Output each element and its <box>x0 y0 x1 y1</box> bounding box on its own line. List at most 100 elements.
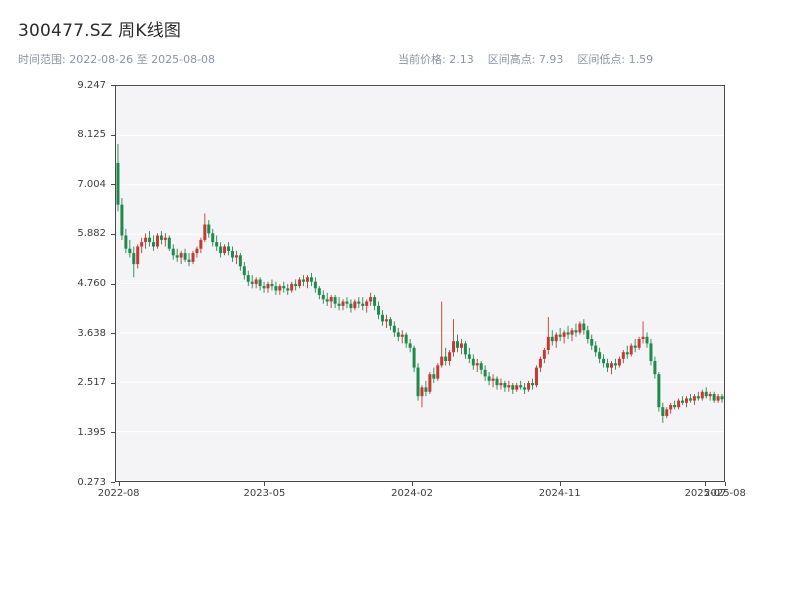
candle <box>613 358 617 370</box>
candle <box>574 323 578 337</box>
candle <box>649 339 653 366</box>
x-tick-mark <box>705 482 707 486</box>
candle <box>511 383 515 394</box>
candle <box>582 319 586 335</box>
candle <box>290 281 294 293</box>
candle <box>321 290 325 304</box>
candle <box>349 299 353 313</box>
candle <box>645 332 649 348</box>
y-tick-label: 8.125 <box>77 129 106 141</box>
candle <box>203 213 207 243</box>
candle <box>246 270 250 287</box>
candle <box>148 231 152 247</box>
candle <box>357 297 361 309</box>
y-tick-mark <box>111 432 115 434</box>
candle <box>625 345 629 359</box>
candle <box>159 231 163 245</box>
x-tick-mark <box>559 482 561 486</box>
candle <box>167 235 171 251</box>
candle <box>712 391 716 403</box>
candle <box>211 228 215 247</box>
candle <box>396 328 400 342</box>
y-tick-mark <box>111 382 115 384</box>
x-tick-label: 2025-07 <box>684 488 727 499</box>
candle <box>681 396 685 405</box>
candle <box>286 283 290 295</box>
candle <box>467 347 471 364</box>
candle <box>254 277 258 289</box>
x-tick-mark <box>264 482 266 486</box>
range-low-label: 区间低点: 1.59 <box>577 53 654 66</box>
candle <box>171 244 175 260</box>
candle <box>527 380 531 392</box>
candle <box>369 292 373 306</box>
candle <box>392 321 396 337</box>
candle <box>444 347 448 366</box>
candle <box>523 383 527 394</box>
candle <box>262 281 266 293</box>
candle <box>432 367 436 383</box>
candle <box>479 361 483 375</box>
x-tick-mark <box>412 482 414 486</box>
candle <box>487 372 491 386</box>
candle <box>207 220 211 238</box>
candle <box>187 253 191 267</box>
candle <box>377 301 381 320</box>
candle <box>609 361 613 375</box>
candle <box>278 283 282 295</box>
candle <box>519 380 523 390</box>
candle <box>657 372 661 412</box>
candle <box>341 299 345 311</box>
candle <box>669 402 673 414</box>
x-tick-mark <box>118 482 120 486</box>
candle <box>550 330 554 346</box>
candle <box>538 356 542 372</box>
x-tick-label: 2024-11 <box>538 488 581 499</box>
candle <box>294 279 298 291</box>
candle <box>448 350 452 366</box>
y-tick-mark <box>111 333 115 335</box>
x-tick-label: 2023-05 <box>243 488 286 499</box>
page-title: 300477.SZ 周K线图 <box>18 21 182 41</box>
candle <box>566 325 570 339</box>
y-tick-mark <box>111 482 115 483</box>
candle <box>155 233 159 249</box>
candle <box>136 244 140 269</box>
candle <box>637 336 641 350</box>
candle <box>258 277 262 291</box>
candle <box>365 299 369 313</box>
candle <box>380 310 384 326</box>
candle <box>491 374 495 388</box>
candle <box>495 376 499 390</box>
candle <box>325 292 329 306</box>
candle <box>424 380 428 397</box>
candle <box>223 244 227 256</box>
candle <box>665 407 669 419</box>
y-tick-label: 0.273 <box>77 476 106 488</box>
candle <box>175 248 179 262</box>
candle <box>238 253 242 271</box>
candle <box>515 383 519 392</box>
candle <box>578 321 582 335</box>
x-tick-mark <box>725 482 726 486</box>
candle <box>452 319 456 357</box>
candle <box>554 332 558 348</box>
candle <box>459 339 463 355</box>
candle <box>542 347 546 364</box>
candle <box>586 325 590 344</box>
candle <box>191 250 195 265</box>
candle <box>507 380 511 392</box>
y-tick-label: 1.395 <box>77 426 106 438</box>
candle <box>503 380 507 392</box>
candle <box>384 314 388 328</box>
y-tick-label: 4.760 <box>77 278 106 289</box>
candle <box>128 239 132 258</box>
y-tick-mark <box>111 134 115 136</box>
candle <box>183 248 187 262</box>
candle <box>440 301 444 368</box>
candle <box>219 242 223 258</box>
candle <box>333 294 337 309</box>
candle <box>629 343 633 357</box>
candle <box>266 281 270 293</box>
candle <box>534 365 538 388</box>
